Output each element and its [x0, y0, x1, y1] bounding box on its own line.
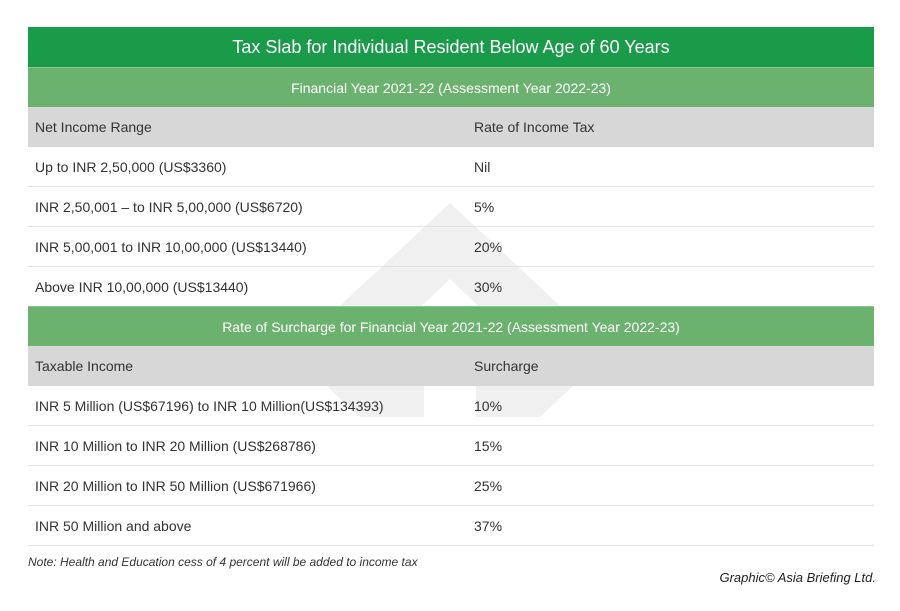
tax-rate-cell: Nil: [474, 158, 491, 175]
income-range-cell: Above INR 10,00,000 (US$13440): [35, 278, 249, 295]
taxable-income-cell: INR 20 Million to INR 50 Million (US$671…: [35, 477, 316, 494]
surcharge-cell: 10%: [474, 397, 503, 414]
tax-rate-cell: 5%: [474, 198, 495, 215]
column-header-row: Net Income Range Rate of Income Tax: [28, 107, 874, 147]
surcharge-cell: 37%: [474, 517, 503, 534]
table-row: INR 2,50,001 – to INR 5,00,000 (US$6720)…: [28, 187, 874, 227]
taxable-income-cell: INR 5 Million (US$67196) to INR 10 Milli…: [35, 397, 384, 414]
surcharge-cell: 15%: [474, 437, 503, 454]
footnote: Note: Health and Education cess of 4 per…: [28, 555, 418, 569]
tax-rate-cell: 20%: [474, 238, 503, 255]
column-header-rate-of-income-tax: Rate of Income Tax: [474, 119, 595, 135]
surcharge-cell: 25%: [474, 477, 503, 494]
table-row: INR 50 Million and above 37%: [28, 506, 874, 546]
table-title: Tax Slab for Individual Resident Below A…: [28, 27, 874, 67]
tax-rate-cell: 30%: [474, 278, 503, 295]
taxable-income-cell: INR 10 Million to INR 20 Million (US$268…: [35, 437, 316, 454]
income-range-cell: INR 2,50,001 – to INR 5,00,000 (US$6720): [35, 198, 303, 215]
section-heading-income-tax: Financial Year 2021-22 (Assessment Year …: [28, 67, 874, 107]
table-row: INR 5 Million (US$67196) to INR 10 Milli…: [28, 386, 874, 426]
income-range-cell: Up to INR 2,50,000 (US$3360): [35, 158, 227, 175]
table-row: INR 10 Million to INR 20 Million (US$268…: [28, 426, 874, 466]
column-header-row: Taxable Income Surcharge: [28, 346, 874, 386]
income-range-cell: INR 5,00,001 to INR 10,00,000 (US$13440): [35, 238, 307, 255]
taxable-income-cell: INR 50 Million and above: [35, 517, 192, 534]
tax-slab-table: Tax Slab for Individual Resident Below A…: [28, 27, 874, 546]
column-header-net-income-range: Net Income Range: [35, 119, 152, 135]
table-row: INR 20 Million to INR 50 Million (US$671…: [28, 466, 874, 506]
table-row: INR 5,00,001 to INR 10,00,000 (US$13440)…: [28, 227, 874, 267]
column-header-taxable-income: Taxable Income: [35, 358, 134, 374]
section-heading-surcharge: Rate of Surcharge for Financial Year 202…: [28, 306, 874, 346]
column-header-surcharge: Surcharge: [474, 358, 539, 374]
graphic-credit: Graphic© Asia Briefing Ltd.: [719, 570, 876, 585]
table-row: Up to INR 2,50,000 (US$3360) Nil: [28, 147, 874, 187]
table-row: Above INR 10,00,000 (US$13440) 30%: [28, 267, 874, 306]
